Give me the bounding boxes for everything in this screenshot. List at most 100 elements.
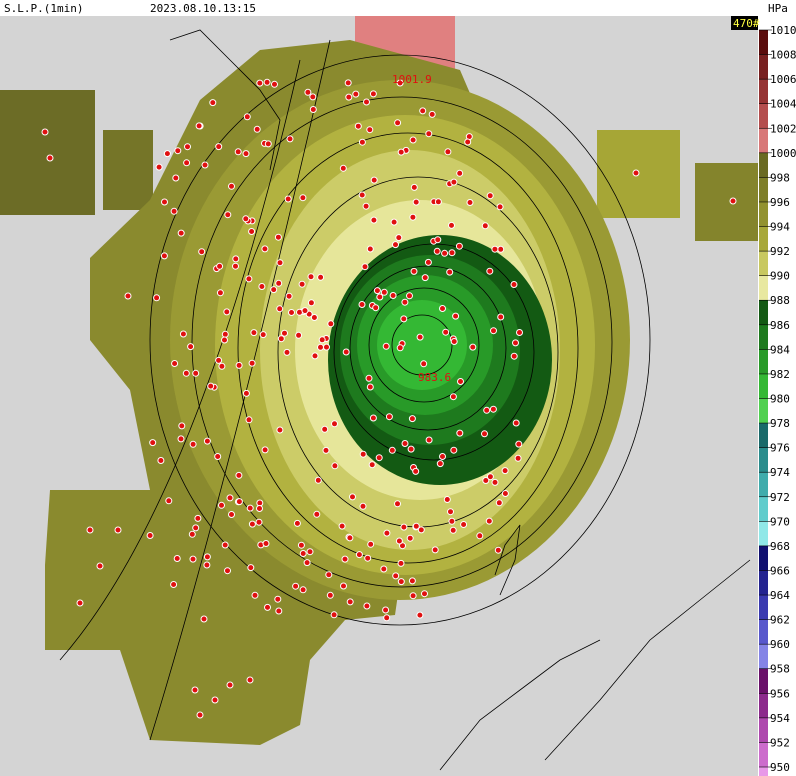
station: [96, 562, 104, 570]
station-count: 470#: [733, 17, 760, 30]
station: [469, 343, 477, 351]
station: [400, 315, 408, 323]
station: [409, 213, 417, 221]
station: [326, 591, 334, 599]
colorbar-band: [759, 79, 768, 104]
station: [388, 446, 396, 454]
station: [439, 453, 446, 460]
station: [434, 198, 442, 206]
station: [221, 541, 229, 549]
station: [490, 327, 497, 335]
station: [114, 526, 122, 534]
station: [292, 582, 300, 590]
station: [361, 263, 369, 271]
station: [395, 234, 403, 242]
station: [359, 450, 367, 458]
station: [173, 555, 181, 562]
station: [476, 532, 484, 540]
station: [425, 130, 433, 138]
station: [313, 510, 321, 518]
colorbar-band: [759, 201, 768, 227]
station: [191, 686, 199, 694]
coastlines: [169, 29, 751, 771]
station: [401, 298, 409, 306]
station: [275, 607, 283, 615]
station: [489, 405, 497, 413]
station: [514, 454, 522, 462]
colorbar-band: [759, 595, 768, 620]
station: [449, 393, 457, 401]
colorbar-band: [759, 644, 768, 669]
station: [207, 382, 215, 390]
colorbar-label: 954: [770, 712, 790, 725]
station: [372, 304, 380, 312]
colorbar-label: 970: [770, 515, 790, 528]
station: [457, 378, 464, 385]
station: [396, 79, 404, 87]
station: [259, 331, 267, 339]
station: [248, 228, 256, 235]
station: [209, 99, 217, 107]
station: [321, 425, 329, 433]
station: [410, 267, 418, 275]
station: [450, 446, 458, 454]
station: [203, 561, 211, 569]
station: [443, 496, 451, 503]
colorbar-label: 1008: [770, 49, 796, 62]
station: [310, 314, 318, 321]
station: [516, 329, 523, 336]
colorbar-label: 1010: [770, 24, 796, 37]
station: [224, 567, 231, 575]
station: [412, 198, 420, 206]
station: [369, 90, 377, 98]
station: [515, 440, 523, 448]
station: [375, 454, 383, 462]
station: [344, 79, 352, 87]
station: [339, 164, 347, 172]
station: [407, 445, 415, 453]
station: [420, 360, 428, 368]
station: [421, 590, 428, 598]
station: [408, 577, 416, 585]
colorbar-label: 1006: [770, 73, 796, 86]
colorbar-band: [759, 472, 768, 497]
station: [187, 343, 195, 351]
station: [354, 122, 362, 130]
colorbar-label: 996: [770, 196, 790, 209]
station: [397, 148, 405, 156]
station: [358, 138, 366, 146]
station: [86, 526, 94, 534]
station: [389, 292, 397, 299]
station: [250, 329, 258, 337]
colorbar-label: 998: [770, 171, 790, 184]
station: [242, 389, 250, 397]
station: [182, 369, 190, 377]
station: [263, 78, 271, 86]
colorbar-label: 958: [770, 663, 790, 676]
title: S.L.P.(1min): [4, 2, 83, 15]
station: [325, 571, 333, 579]
station: [274, 233, 282, 241]
station: [194, 514, 202, 522]
station: [400, 523, 408, 531]
colorbar-band: [759, 349, 768, 374]
station: [363, 602, 371, 610]
station: [264, 140, 272, 148]
datetime: 2023.08.10.13:15: [150, 2, 256, 15]
station: [270, 286, 278, 294]
station: [452, 312, 460, 320]
colorbar-label: 1002: [770, 122, 796, 135]
station: [46, 154, 54, 162]
station: [494, 546, 502, 554]
station: [428, 110, 436, 118]
station: [281, 329, 288, 337]
station: [163, 150, 171, 158]
colorbar-band: [759, 251, 768, 276]
station: [362, 202, 370, 210]
station: [394, 119, 402, 127]
station: [370, 176, 378, 184]
station: [497, 245, 505, 253]
station: [195, 122, 203, 130]
station: [245, 275, 253, 283]
